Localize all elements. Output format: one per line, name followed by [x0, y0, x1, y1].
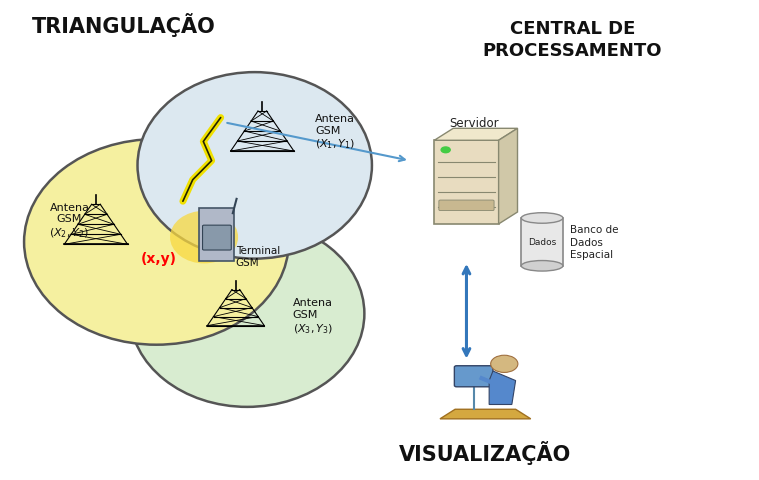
Ellipse shape [521, 213, 563, 224]
Circle shape [490, 356, 518, 372]
FancyBboxPatch shape [455, 366, 493, 387]
Ellipse shape [130, 221, 364, 407]
Polygon shape [489, 371, 515, 405]
Ellipse shape [137, 73, 372, 259]
Text: Servidor: Servidor [449, 117, 499, 130]
Polygon shape [499, 129, 518, 225]
Text: CENTRAL DE
PROCESSAMENTO: CENTRAL DE PROCESSAMENTO [483, 20, 662, 60]
Ellipse shape [24, 140, 288, 345]
FancyBboxPatch shape [439, 201, 494, 211]
Text: Antena
GSM
$(X_3,Y_3)$: Antena GSM $(X_3,Y_3)$ [292, 298, 333, 335]
Polygon shape [521, 218, 563, 266]
Polygon shape [434, 129, 518, 141]
Text: (x,y): (x,y) [141, 251, 177, 265]
Ellipse shape [170, 211, 238, 264]
Text: Terminal
GSM: Terminal GSM [236, 246, 280, 267]
Polygon shape [199, 209, 235, 262]
FancyBboxPatch shape [434, 141, 499, 225]
FancyBboxPatch shape [203, 226, 231, 251]
Text: TRIANGULAÇÃO: TRIANGULAÇÃO [32, 13, 216, 37]
Text: VISUALIZAÇÃO: VISUALIZAÇÃO [399, 440, 572, 464]
Text: Banco de
Dados
Espacial: Banco de Dados Espacial [571, 225, 619, 260]
Circle shape [441, 148, 450, 154]
Text: Antena
GSM
$(X_2,Y_2)$: Antena GSM $(X_2,Y_2)$ [49, 203, 90, 240]
Ellipse shape [521, 261, 563, 272]
Polygon shape [440, 409, 531, 419]
Text: Dados: Dados [528, 238, 556, 247]
Text: Antena
GSM
$(X_1,Y_1)$: Antena GSM $(X_1,Y_1)$ [315, 114, 356, 151]
